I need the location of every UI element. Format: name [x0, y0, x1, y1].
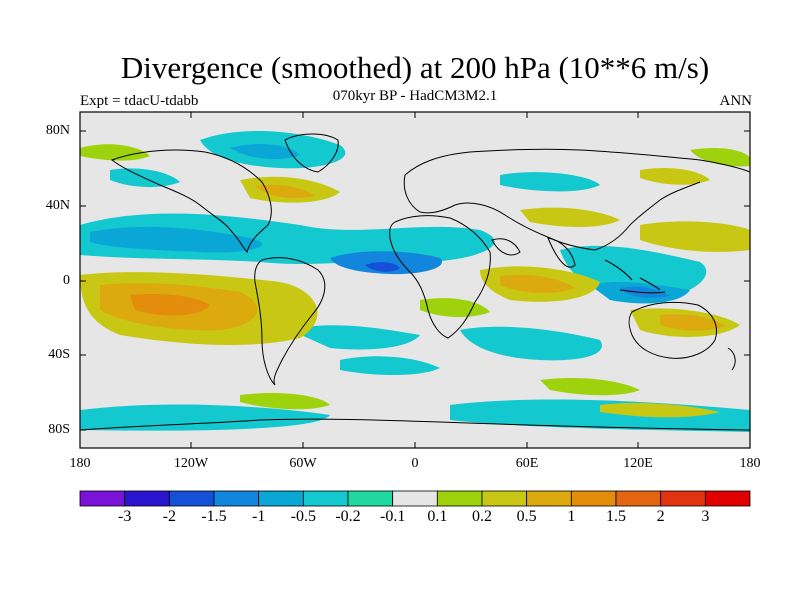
- colorbar-label: -2: [162, 508, 176, 525]
- field-region: [90, 226, 262, 253]
- field-region: [460, 326, 602, 361]
- x-label-120e: 120E: [623, 456, 653, 471]
- colorbar-swatch: [660, 490, 706, 507]
- coastline-new-zealand: [727, 347, 736, 371]
- coastline-antarctica: [80, 418, 750, 431]
- field-region: [420, 298, 490, 318]
- colorbar-swatch: [570, 490, 617, 507]
- colorbar-label: -0.2: [335, 508, 361, 525]
- field-region: [600, 402, 720, 418]
- field-region: [640, 168, 710, 185]
- coastline-australia: [628, 301, 717, 359]
- colorbar-label: -0.5: [290, 508, 316, 525]
- field-region: [340, 356, 440, 375]
- coastline-africa: [389, 215, 491, 339]
- x-ticks: [190, 112, 639, 448]
- colorbar-swatch: [436, 490, 483, 507]
- y-ticks: [80, 130, 750, 431]
- y-label-40s: 40S: [48, 347, 70, 362]
- field-region: [240, 393, 330, 410]
- y-label-80n: 80N: [45, 123, 70, 138]
- field-region: [365, 262, 400, 272]
- colorbar-swatch: [615, 490, 662, 507]
- y-label-80s: 80S: [48, 422, 70, 437]
- field-region: [690, 147, 750, 167]
- field-region: [520, 207, 620, 227]
- colorbar-swatch: [347, 490, 394, 507]
- colorbar-label: 0.5: [516, 508, 537, 525]
- colorbar-swatch: [392, 490, 438, 507]
- x-label-180w: 180: [69, 456, 91, 471]
- colorbar-swatch: [704, 490, 751, 507]
- field-region: [80, 144, 150, 161]
- x-label-60w: 60W: [289, 456, 317, 471]
- field-region: [230, 144, 300, 160]
- colorbar-label: 3: [701, 508, 710, 525]
- coastline-maritime-continent: [604, 259, 666, 294]
- colorbar-swatch: [79, 490, 126, 507]
- colorbar-swatch: [481, 490, 528, 507]
- coastline-north-america: [110, 149, 272, 254]
- colorbar-swatch: [213, 490, 260, 507]
- field-region: [500, 274, 575, 294]
- field-region: [255, 184, 315, 199]
- colorbar-swatch: [526, 490, 572, 507]
- map-subtitle: 070kyr BP - HadCM3M2.1: [332, 88, 498, 104]
- x-label-180e: 180: [739, 456, 761, 471]
- colorbar-swatch: [258, 490, 304, 507]
- colorbar-label: 0.1: [427, 508, 448, 525]
- coastline-greenland: [284, 133, 339, 173]
- coastlines: [80, 133, 750, 431]
- colorbar-label: -3: [117, 508, 132, 525]
- field-region: [500, 172, 600, 192]
- y-label-40n: 40N: [45, 198, 70, 213]
- field-region: [80, 213, 495, 264]
- colorbar-swatch: [302, 490, 349, 507]
- colorbar-label: -1: [251, 508, 266, 525]
- coastline-south-america: [254, 257, 326, 386]
- colorbar: [79, 490, 751, 507]
- colorbar-label: 0.2: [472, 508, 492, 525]
- colorbar-swatch: [168, 490, 215, 507]
- field-region: [290, 325, 420, 350]
- field-region: [660, 314, 725, 331]
- colorbar-label: 1: [567, 508, 576, 525]
- colorbar-label: -1.5: [201, 508, 227, 525]
- field-region: [130, 294, 210, 316]
- colorbar-label: 2: [656, 508, 665, 525]
- colorbar-label: 1.5: [606, 508, 626, 525]
- field-region: [640, 221, 750, 252]
- x-label-120w: 120W: [173, 456, 209, 471]
- coastline-arabia-india: [491, 237, 576, 268]
- colorbar-label: -0.1: [379, 508, 406, 525]
- map-title: Divergence (smoothed) at 200 hPa (10**6 …: [120, 50, 710, 85]
- field-region: [80, 404, 330, 431]
- map-field: [80, 112, 750, 448]
- season-label: ANN: [719, 93, 753, 109]
- colorbar-swatch: [124, 490, 170, 507]
- field-region: [540, 378, 640, 396]
- x-label-60e: 60E: [515, 456, 539, 471]
- x-label-0: 0: [411, 456, 419, 471]
- experiment-label: Expt = tdacU-tdabb: [80, 93, 199, 109]
- y-label-eq: 0: [63, 273, 70, 288]
